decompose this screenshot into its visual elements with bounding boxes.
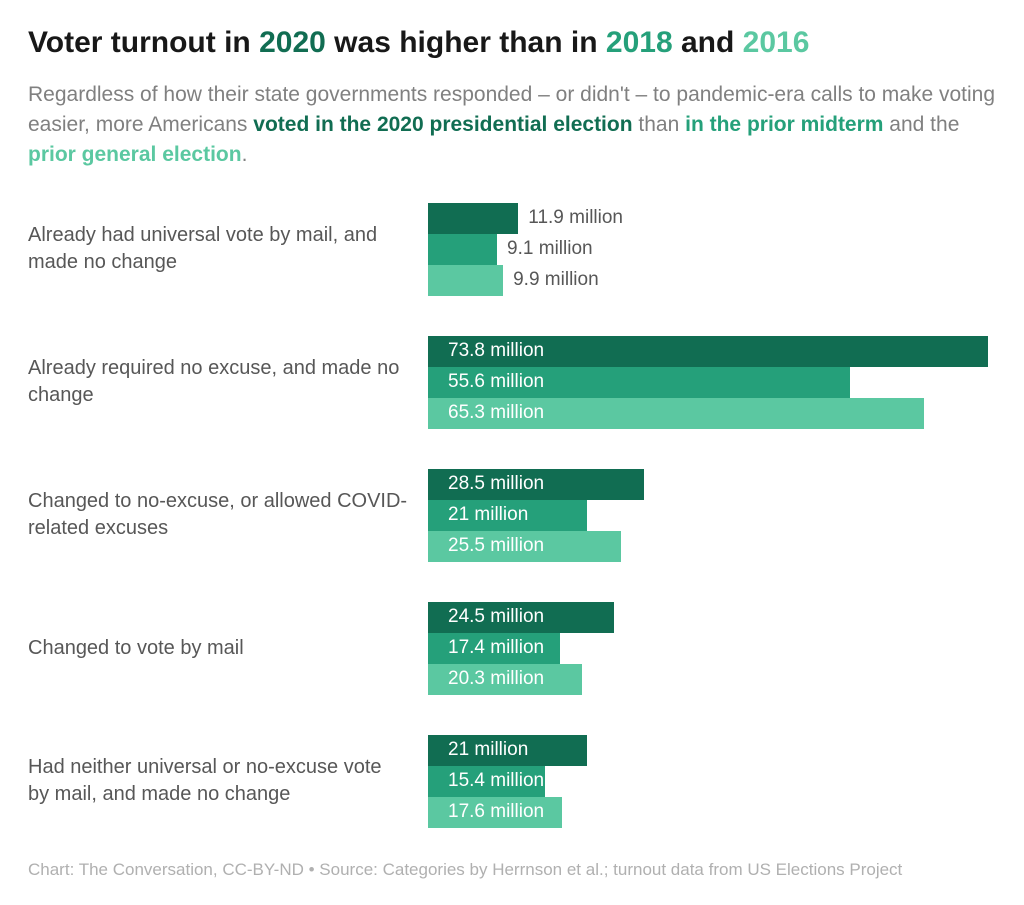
bar-value-label: 24.5 million [438, 606, 544, 628]
bar-2020 [428, 203, 518, 234]
bar-row: 55.6 million [428, 367, 996, 398]
group-label: Changed to no-excuse, or allowed COVID-r… [28, 488, 428, 542]
bar-value-label: 21 million [438, 504, 528, 526]
group-label: Already had universal vote by mail, and … [28, 222, 428, 276]
bar-value-label: 11.9 million [518, 207, 623, 229]
bars-container: 28.5 million 21 million 25.5 million [428, 469, 996, 562]
title-year-2018: 2018 [606, 26, 673, 59]
chart-title: Voter turnout in 2020 was higher than in… [28, 24, 996, 62]
bar-value-label: 17.4 million [438, 637, 544, 659]
subtitle-t7: . [242, 143, 248, 166]
bar-chart: Already had universal vote by mail, and … [28, 203, 996, 828]
bar-value-label: 9.9 million [503, 269, 599, 291]
chart-subtitle: Regardless of how their state government… [28, 80, 996, 171]
bar-row: 65.3 million [428, 398, 996, 429]
subtitle-t4: in the prior midterm [685, 113, 883, 136]
bar-value-label: 65.3 million [438, 402, 544, 424]
bar-row: 15.4 million [428, 766, 996, 797]
title-year-2016: 2016 [743, 26, 810, 59]
group-label: Had neither universal or no-excuse vote … [28, 754, 428, 808]
bars-container: 73.8 million 55.6 million 65.3 million [428, 336, 996, 429]
subtitle-t6: prior general election [28, 143, 242, 166]
bar-row: 9.9 million [428, 265, 996, 296]
bar-row: 17.4 million [428, 633, 996, 664]
bars-container: 21 million 15.4 million 17.6 million [428, 735, 996, 828]
bar-2016 [428, 265, 503, 296]
group-label: Already required no excuse, and made no … [28, 355, 428, 409]
bar-value-label: 17.6 million [438, 801, 544, 823]
subtitle-t3: than [633, 113, 686, 136]
bar-value-label: 15.4 million [438, 770, 544, 792]
title-year-2020: 2020 [259, 26, 326, 59]
bar-value-label: 9.1 million [497, 238, 593, 260]
bar-value-label: 20.3 million [438, 668, 544, 690]
bar-row: 25.5 million [428, 531, 996, 562]
bar-row: 21 million [428, 735, 996, 766]
bar-row: 73.8 million [428, 336, 996, 367]
chart-footer: Chart: The Conversation, CC-BY-ND • Sour… [28, 860, 996, 880]
bar-row: 28.5 million [428, 469, 996, 500]
bar-value-label: 25.5 million [438, 535, 544, 557]
bar-row: 24.5 million [428, 602, 996, 633]
bar-value-label: 21 million [438, 739, 528, 761]
bar-2018 [428, 234, 497, 265]
bar-row: 20.3 million [428, 664, 996, 695]
chart-group: Already had universal vote by mail, and … [28, 203, 996, 296]
bar-row: 17.6 million [428, 797, 996, 828]
subtitle-t2: voted in the 2020 presidential election [253, 113, 632, 136]
bars-container: 24.5 million 17.4 million 20.3 million [428, 602, 996, 695]
chart-group: Had neither universal or no-excuse vote … [28, 735, 996, 828]
group-label: Changed to vote by mail [28, 635, 428, 662]
chart-group: Already required no excuse, and made no … [28, 336, 996, 429]
title-mid2: and [673, 26, 743, 59]
subtitle-t5: and the [883, 113, 959, 136]
bar-value-label: 55.6 million [438, 371, 544, 393]
title-prefix: Voter turnout in [28, 26, 259, 59]
bar-value-label: 28.5 million [438, 473, 544, 495]
chart-group: Changed to vote by mail 24.5 million 17.4 … [28, 602, 996, 695]
bar-row: 21 million [428, 500, 996, 531]
bars-container: 11.9 million 9.1 million 9.9 million [428, 203, 996, 296]
bar-value-label: 73.8 million [438, 340, 544, 362]
bar-row: 11.9 million [428, 203, 996, 234]
chart-group: Changed to no-excuse, or allowed COVID-r… [28, 469, 996, 562]
title-mid1: was higher than in [326, 26, 606, 59]
bar-row: 9.1 million [428, 234, 996, 265]
